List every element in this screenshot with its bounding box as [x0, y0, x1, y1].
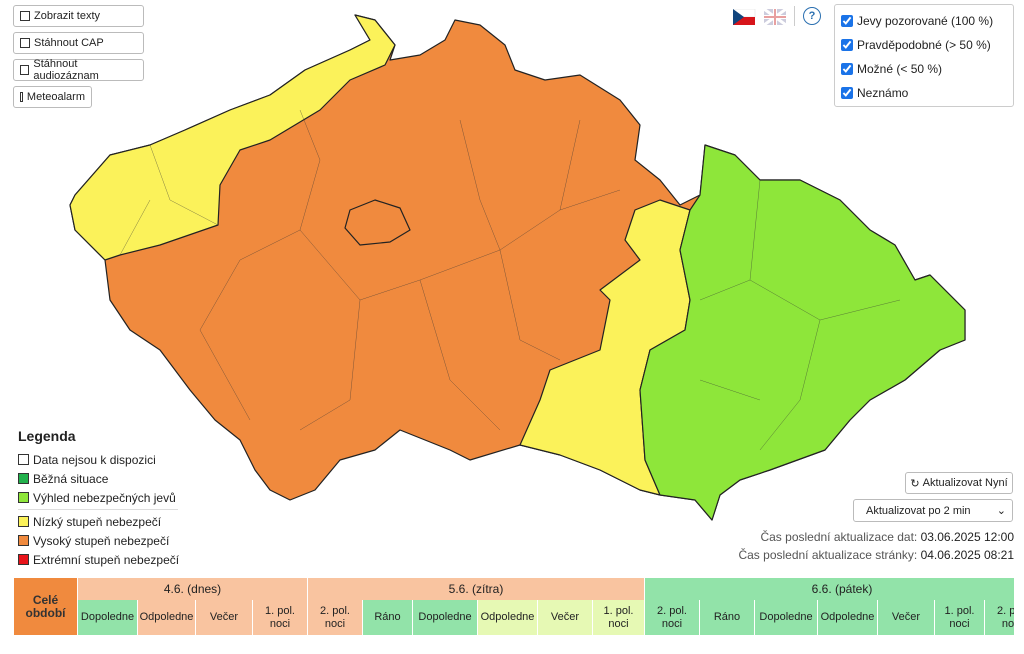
status-value: 04.06.2025 08:21: [920, 548, 1014, 562]
legend-item: Běžná situace: [18, 469, 179, 488]
period-cell[interactable]: Dopoledne: [78, 600, 138, 635]
download-audio-button[interactable]: Stáhnout audiozáznam: [13, 58, 144, 82]
legend-swatch: [18, 473, 29, 484]
period-cell[interactable]: Ráno: [700, 600, 755, 635]
download-cap-button[interactable]: Stáhnout CAP: [13, 32, 144, 54]
filter-option[interactable]: Pravděpodobné (> 50 %): [841, 33, 1007, 57]
refresh-button[interactable]: ↻ Aktualizovat Nyní: [905, 472, 1013, 494]
button-label: Stáhnout audiozáznam: [33, 58, 99, 82]
day-header: 6.6. (pátek): [645, 578, 1014, 600]
flag-cz[interactable]: [733, 9, 756, 25]
refresh-interval-select[interactable]: Aktualizovat po 2 min ⌄: [853, 499, 1013, 522]
filter-label: Neznámo: [857, 86, 909, 100]
button-label: Zobrazit texty: [34, 10, 101, 22]
period-cell[interactable]: 1. pol. noci: [935, 600, 985, 635]
region-prague[interactable]: [344, 199, 411, 246]
legend-title: Legenda: [18, 428, 76, 444]
period-cell[interactable]: Dopoledne: [413, 600, 478, 635]
legend-item: Data nejsou k dispozici: [18, 450, 179, 469]
legend-item: Nízký stupeň nebezpečí: [18, 512, 179, 531]
map: [69, 14, 966, 521]
legend-swatch: [18, 554, 29, 565]
legend: Data nejsou k dispozici Běžná situace Výhl…: [18, 450, 179, 569]
filter-label: Možné (< 50 %): [857, 62, 943, 76]
filter-label: Pravděpodobné (> 50 %): [857, 38, 991, 52]
whole-period-cell[interactable]: Celé období: [14, 578, 78, 635]
period-cell[interactable]: Odpoledne: [818, 600, 878, 635]
legend-label: Nízký stupeň nebezpečí: [33, 514, 162, 529]
region-green[interactable]: [639, 144, 966, 521]
filter-panel: Jevy pozorované (100 %) Pravděpodobné (> …: [834, 4, 1014, 107]
legend-label: Vysoký stupeň nebezpečí: [33, 533, 170, 548]
period-cell[interactable]: Večer: [196, 600, 253, 635]
flag-en[interactable]: [763, 9, 787, 25]
filter-checkbox[interactable]: [841, 15, 853, 27]
legend-swatch: [18, 535, 29, 546]
help-button[interactable]: ?: [803, 7, 821, 25]
period-cell[interactable]: Dopoledne: [755, 600, 818, 635]
legend-separator: [18, 509, 178, 510]
status-value: 03.06.2025 12:00: [920, 530, 1014, 544]
period-cell[interactable]: 2. pol. noci: [985, 600, 1014, 635]
filter-checkbox[interactable]: [841, 63, 853, 75]
period-cell[interactable]: Odpoledne: [138, 600, 196, 635]
period-cell[interactable]: Odpoledne: [478, 600, 538, 635]
status: Čas poslední aktualizace dat: 03.06.2025…: [738, 528, 1014, 564]
legend-item: Výhled nebezpečných jevů: [18, 488, 179, 507]
filter-option[interactable]: Jevy pozorované (100 %): [841, 9, 1007, 33]
button-label: Aktualizovat Nyní: [922, 477, 1008, 489]
filter-option[interactable]: Možné (< 50 %): [841, 57, 1007, 81]
legend-label: Výhled nebezpečných jevů: [33, 490, 176, 505]
status-label: Čas poslední aktualizace stránky:: [738, 548, 918, 562]
period-cell[interactable]: 1. pol. noci: [253, 600, 308, 635]
button-label: Stáhnout CAP: [34, 37, 104, 49]
filter-label: Jevy pozorované (100 %): [857, 14, 994, 28]
legend-swatch: [18, 516, 29, 527]
select-value: Aktualizovat po 2 min: [866, 504, 971, 517]
show-texts-button[interactable]: Zobrazit texty: [13, 5, 144, 27]
legend-item: Vysoký stupeň nebezpečí: [18, 531, 179, 550]
legend-item: Extrémní stupeň nebezpečí: [18, 550, 179, 569]
period-cell[interactable]: Večer: [538, 600, 593, 635]
legend-swatch: [18, 492, 29, 503]
legend-label: Extrémní stupeň nebezpečí: [33, 552, 180, 567]
period-cell[interactable]: Večer: [878, 600, 935, 635]
period-cell[interactable]: 2. pol. noci: [308, 600, 363, 635]
divider: [794, 6, 795, 26]
legend-swatch: [18, 454, 29, 465]
legend-label: Data nejsou k dispozici: [33, 452, 156, 467]
filter-checkbox[interactable]: [841, 87, 853, 99]
period-cell[interactable]: 1. pol. noci: [593, 600, 645, 635]
legend-label: Běžná situace: [33, 471, 109, 486]
period-cell[interactable]: 2. pol. noci: [645, 600, 700, 635]
meteoalarm-button[interactable]: Meteoalarm: [13, 86, 92, 108]
timeline: Celé období 4.6. (dnes) Dopoledne Odpoledne…: [14, 578, 1014, 636]
district-borders: [119, 109, 901, 451]
status-label: Čas poslední aktualizace dat:: [760, 530, 918, 544]
day-header: 5.6. (zítra): [308, 578, 645, 600]
period-cell[interactable]: Ráno: [363, 600, 413, 635]
filter-checkbox[interactable]: [841, 39, 853, 51]
filter-option[interactable]: Neznámo: [841, 81, 1007, 105]
button-label: Meteoalarm: [26, 91, 85, 103]
language-flags: [733, 9, 787, 25]
day-header: 4.6. (dnes): [78, 578, 308, 600]
